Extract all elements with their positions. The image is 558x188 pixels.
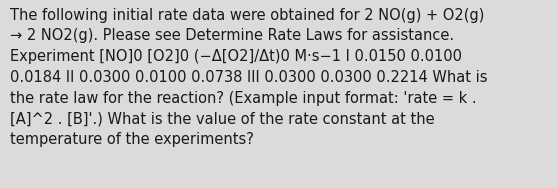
Text: The following initial rate data were obtained for 2 NO(g) + O2(g)
→ 2 NO2(g). Pl: The following initial rate data were obt… — [10, 8, 488, 147]
